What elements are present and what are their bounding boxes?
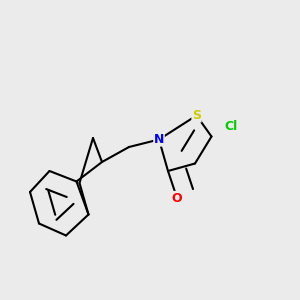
Text: S: S	[192, 109, 201, 122]
Text: Cl: Cl	[224, 119, 238, 133]
Text: O: O	[172, 191, 182, 205]
Text: N: N	[154, 133, 164, 146]
